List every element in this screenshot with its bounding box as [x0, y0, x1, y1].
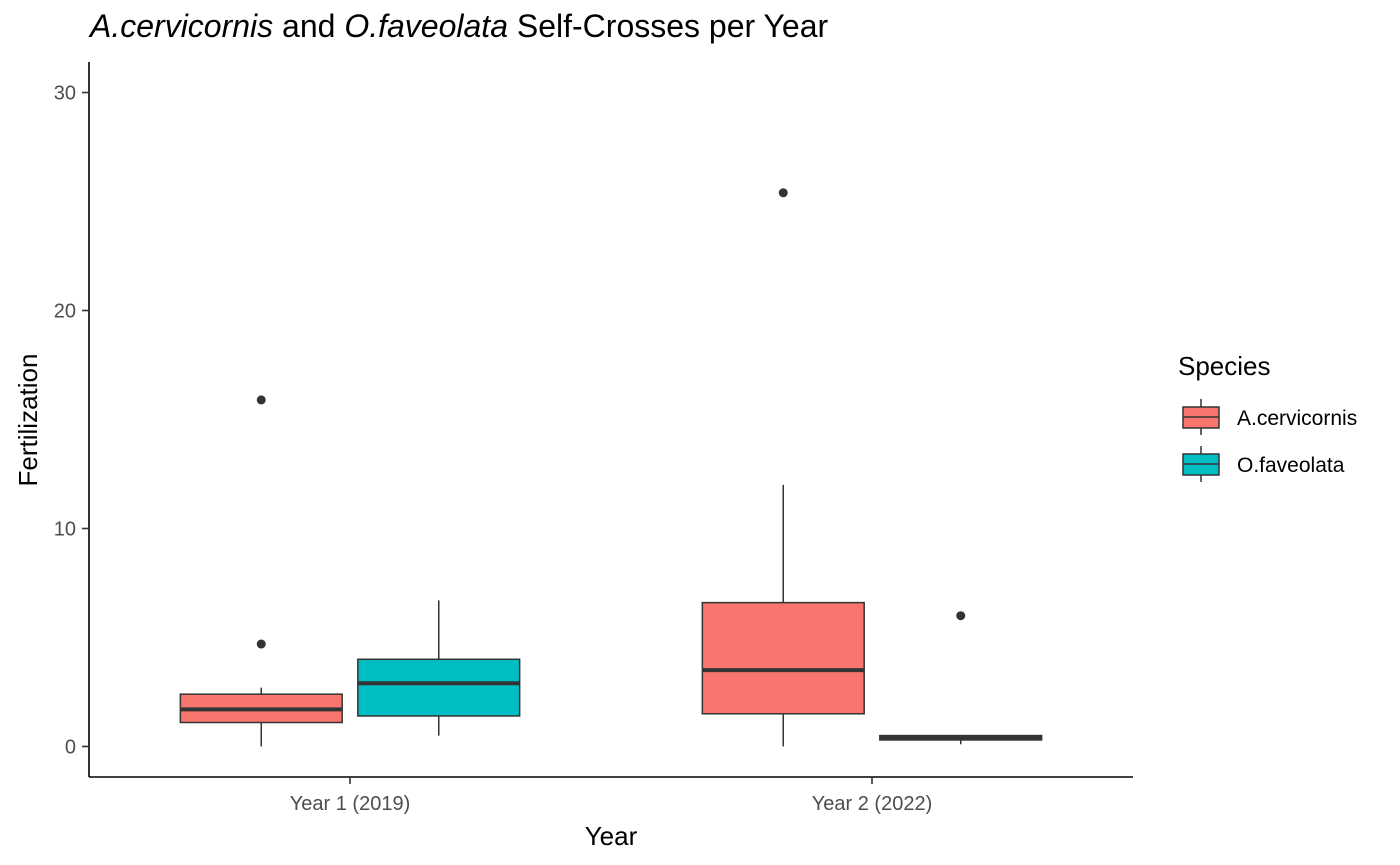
title-part: O.faveolata — [344, 8, 508, 44]
box-A.cervicornis-Year 1 (2019) — [179, 395, 343, 747]
legend-key-A.cervicornis — [1182, 399, 1220, 435]
x-axis-title: Year — [585, 821, 638, 851]
box-iqr — [701, 601, 865, 715]
outlier-point — [956, 611, 966, 621]
legend-key-O.faveolata — [1182, 446, 1220, 482]
box-iqr — [357, 658, 521, 717]
x-tick-label: Year 1 (2019) — [290, 793, 410, 815]
y-ticks: 0 10 20 30 — [54, 83, 89, 758]
outlier-point — [256, 395, 266, 405]
legend-title: Species — [1178, 351, 1271, 381]
axes — [88, 62, 1133, 778]
box-O.faveolata-Year 2 (2022) — [879, 611, 1043, 745]
x-tick-label: Year 2 (2022) — [812, 793, 932, 815]
x-ticks: Year 1 (2019) Year 2 (2022) — [290, 777, 932, 815]
outlier-point — [778, 188, 788, 198]
chart-title: A.cervicornis and O.faveolata Self-Cross… — [90, 8, 828, 45]
y-tick-label: 30 — [54, 83, 76, 105]
legend: Species A.cervicornis O.faveolata — [1178, 351, 1357, 482]
title-part: and — [273, 8, 345, 44]
y-tick-label: 20 — [54, 301, 76, 323]
legend-label: O.faveolata — [1237, 454, 1345, 477]
y-tick-label: 0 — [65, 736, 76, 758]
box-O.faveolata-Year 1 (2019) — [357, 600, 521, 736]
y-tick-label: 10 — [54, 518, 76, 540]
outlier-point — [256, 639, 266, 649]
box-A.cervicornis-Year 2 (2022) — [701, 188, 865, 747]
legend-label: A.cervicornis — [1237, 407, 1357, 430]
title-part: Self-Crosses per Year — [507, 8, 829, 44]
y-axis-title: Fertilization — [13, 354, 43, 487]
title-part: A.cervicornis — [90, 8, 274, 44]
boxes — [179, 188, 1043, 747]
